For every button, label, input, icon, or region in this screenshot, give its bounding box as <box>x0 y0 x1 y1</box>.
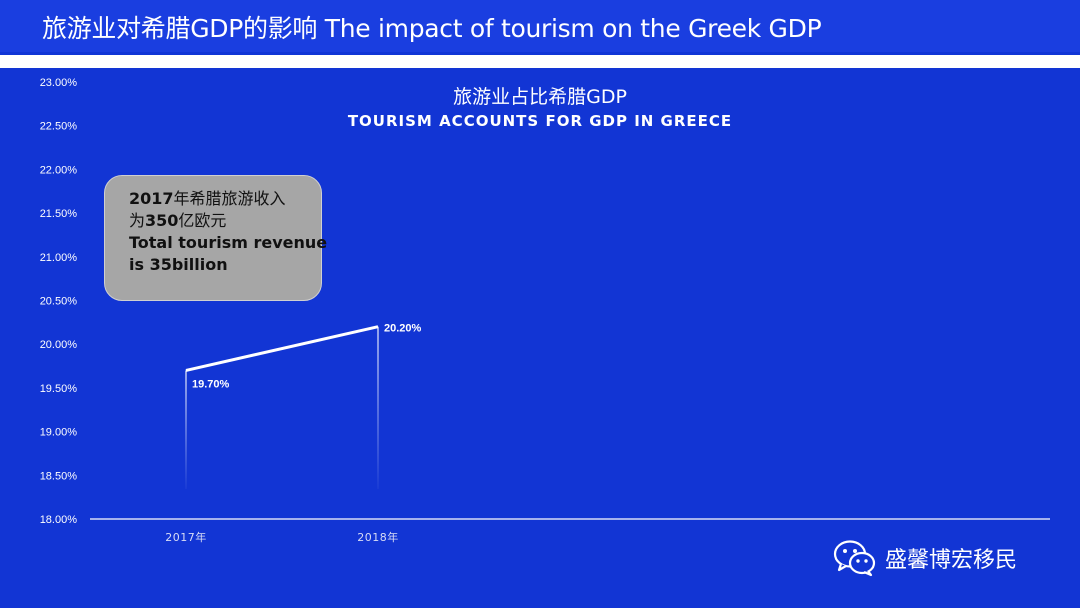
x-tick-label: 2018年 <box>357 530 399 544</box>
x-tick-label: 2017年 <box>165 530 207 544</box>
y-tick-label: 22.00% <box>40 164 78 176</box>
wechat-icon <box>833 540 876 577</box>
callout-line-3: Total tourism revenue <box>129 233 328 252</box>
page-title: 旅游业对希腊GDP的影响 The impact of tourism on th… <box>42 14 822 43</box>
y-tick-label: 21.00% <box>40 252 78 264</box>
x-axis-ticks: 2017年2018年2028年 <box>165 530 399 544</box>
data-label: 20.20% <box>384 323 422 335</box>
callout-line-2: 为350亿欧元 <box>129 211 227 230</box>
callout-line-4: is 35billion <box>129 255 228 274</box>
series-line <box>185 325 379 372</box>
chart-subtitle: TOURISM ACCOUNTS FOR GDP IN GREECE <box>347 112 733 130</box>
header-divider <box>0 55 1080 68</box>
data-labels: 19.70%20.20%22.70% <box>192 323 422 391</box>
y-tick-label: 19.50% <box>40 383 78 395</box>
drop-line <box>185 370 187 489</box>
y-tick-label: 18.50% <box>40 470 78 482</box>
watermark: 盛馨博宏移民 <box>833 538 1017 578</box>
y-tick-label: 21.50% <box>40 208 78 220</box>
y-tick-label: 20.50% <box>40 296 78 308</box>
revenue-callout: 2017年希腊旅游收入 为350亿欧元 Total tourism revenu… <box>104 175 328 301</box>
data-label: 19.70% <box>192 378 230 390</box>
callout-line-1: 2017年希腊旅游收入 <box>129 189 286 208</box>
watermark-text: 盛馨博宏移民 <box>885 548 1018 573</box>
y-tick-label: 23.00% <box>40 77 78 89</box>
y-tick-label: 19.00% <box>40 427 78 439</box>
drop-lines <box>185 326 379 489</box>
y-axis-ticks: 18.00% 18.50% 19.00% 19.50% 20.00% 20.50% 21.0… <box>40 77 78 526</box>
header-bar: 旅游业对希腊GDP的影响 The impact of tourism on th… <box>0 0 1080 52</box>
drop-line <box>377 326 379 489</box>
y-tick-label: 22.50% <box>40 121 78 133</box>
y-tick-label: 20.00% <box>40 339 78 351</box>
y-tick-label: 18.00% <box>40 514 78 526</box>
chart-title: 旅游业占比希腊GDP <box>453 86 627 108</box>
chart-background <box>0 68 1080 608</box>
